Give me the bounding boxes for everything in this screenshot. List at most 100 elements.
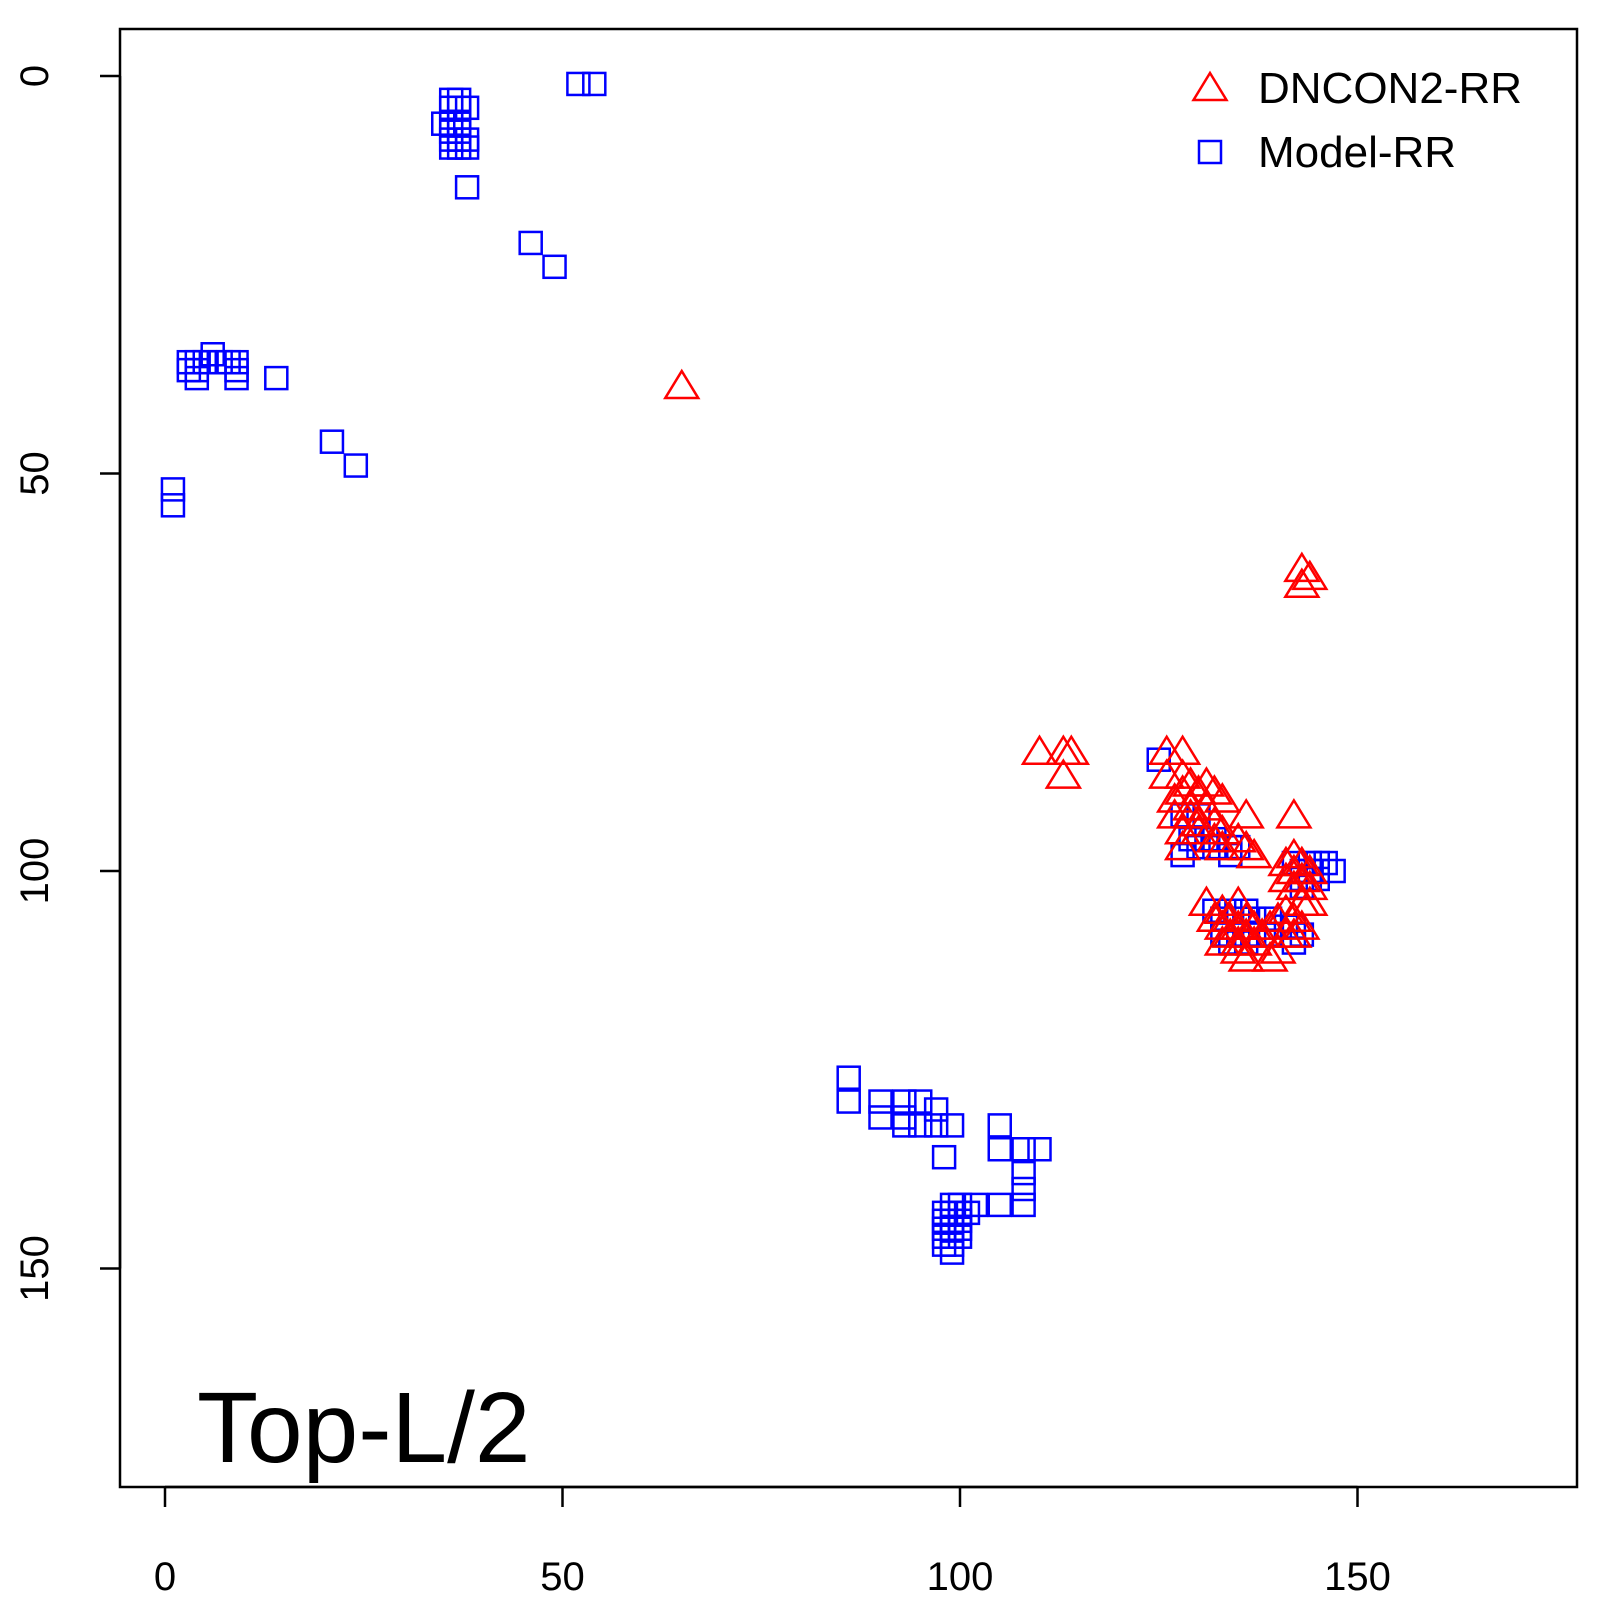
model-rr-point xyxy=(160,493,186,518)
dncon2-rr-point xyxy=(1163,829,1202,861)
dncon2-rr-point xyxy=(1267,893,1305,924)
x-tick-label: 150 xyxy=(1324,1555,1391,1599)
dncon2-rr-point xyxy=(1227,797,1265,829)
model-rr-point xyxy=(454,135,480,160)
legend-marker xyxy=(1191,70,1229,102)
dncon2-rr-point xyxy=(1203,893,1242,924)
dncon2-rr-point xyxy=(1227,829,1265,861)
model-rr-point xyxy=(987,1113,1012,1138)
legend-item: Model-RR xyxy=(1197,128,1456,177)
model-rr-point xyxy=(1011,1192,1036,1218)
legend: DNCON2-RR Model-RR xyxy=(1191,64,1522,177)
legend-label: DNCON2-RR xyxy=(1258,64,1522,113)
model-rr-point xyxy=(908,1089,933,1114)
model-rr-point xyxy=(987,1192,1012,1218)
dncon2-rr-point xyxy=(1044,758,1083,789)
model-rr-point xyxy=(1011,1137,1036,1162)
dncon2-rr-point xyxy=(1187,766,1226,797)
dncon2-rr-point xyxy=(1052,734,1091,765)
model-rr-point xyxy=(868,1089,893,1114)
model-rr-point xyxy=(454,175,480,200)
dncon2-rr-point xyxy=(1219,933,1257,964)
model-rr-point xyxy=(264,365,289,391)
dncon2-rr-point xyxy=(1179,813,1218,845)
dncon2-rr-point xyxy=(1283,861,1321,893)
legend-marker xyxy=(1197,139,1223,165)
model-rr-point xyxy=(923,1097,949,1122)
model-rr-point xyxy=(343,453,369,478)
model-rr-point xyxy=(200,342,225,367)
model-rr-point xyxy=(1011,1160,1036,1186)
dncon2-rr-point xyxy=(1163,734,1202,765)
dncon2-rr-point xyxy=(1203,829,1242,861)
model-rr-point xyxy=(892,1089,917,1114)
model-rr-point xyxy=(1011,1176,1036,1202)
dncon2-rr-point xyxy=(1283,551,1321,583)
model-rr-point xyxy=(908,1113,933,1138)
dncon2-rr-point xyxy=(1283,845,1321,877)
model-rr-point xyxy=(542,254,567,280)
dncon2-rr-point xyxy=(1251,909,1289,940)
plot-frame xyxy=(118,27,1579,1489)
model-rr-point xyxy=(963,1192,989,1218)
dncon2-rr-point xyxy=(1195,821,1234,853)
legend-item: DNCON2-RR xyxy=(1191,64,1522,113)
dncon2-rr-point xyxy=(1155,782,1194,813)
x-tick-label: 0 xyxy=(154,1555,176,1599)
model-rr-point xyxy=(892,1113,917,1138)
model-rr-point xyxy=(518,230,543,256)
dncon2-rr-point xyxy=(1291,853,1329,885)
model-rr-point xyxy=(1321,858,1346,884)
dncon2-rr-point xyxy=(1267,917,1305,948)
y-tick-label: 150 xyxy=(13,1235,57,1302)
dncon2-rr-point xyxy=(1283,567,1321,599)
dncon2-rr-point xyxy=(1020,734,1059,765)
dncon2-rr-point xyxy=(1291,885,1329,917)
model-rr-point xyxy=(582,71,607,97)
legend-label: Model-RR xyxy=(1258,128,1456,177)
model-rr-point xyxy=(923,1113,949,1138)
model-rr-point xyxy=(1027,1137,1052,1162)
model-rr-point xyxy=(566,71,591,97)
y-tick-label: 0 xyxy=(13,65,57,87)
dncon2-rr-point xyxy=(1203,782,1242,813)
model-rr-point xyxy=(836,1065,861,1090)
model-rr-point xyxy=(947,1224,973,1249)
dncon2-rr-point xyxy=(663,368,701,400)
dncon2-rr-point xyxy=(1203,813,1242,845)
dncon2-rr-point xyxy=(1195,805,1234,837)
dncon2-rr-point xyxy=(1259,933,1297,964)
dncon2-rr-point xyxy=(1243,917,1281,948)
dncon2-rr-point xyxy=(1163,758,1202,789)
model-rr-point xyxy=(224,365,249,391)
y-tick-label: 100 xyxy=(13,838,57,905)
y-tick-label: 50 xyxy=(13,451,57,496)
model-rr-point xyxy=(939,1113,965,1138)
model-rr-point xyxy=(955,1200,981,1226)
model-rr-point xyxy=(931,1144,957,1170)
x-tick-label: 50 xyxy=(540,1555,585,1599)
annotation-label: Top-L/2 xyxy=(197,1372,531,1484)
dncon2-rr-point xyxy=(1251,941,1289,972)
data-points xyxy=(160,71,1346,1265)
dncon2-rr-point xyxy=(1235,837,1273,869)
dncon2-rr-point xyxy=(1283,909,1321,940)
series-dncon2-rr xyxy=(663,368,1329,972)
model-rr-point xyxy=(868,1105,893,1130)
model-rr-point xyxy=(454,95,480,121)
dncon2-rr-point xyxy=(1275,797,1313,829)
dncon2-rr-point xyxy=(1219,821,1257,853)
dncon2-rr-point xyxy=(1275,837,1313,869)
model-rr-point xyxy=(836,1089,861,1114)
model-rr-point xyxy=(987,1137,1012,1162)
dncon2-rr-point xyxy=(1291,559,1329,591)
dncon2-rr-point xyxy=(1227,941,1265,972)
x-tick-label: 100 xyxy=(927,1555,994,1599)
model-rr-point xyxy=(192,349,217,375)
model-rr-point xyxy=(184,365,210,391)
dncon2-rr-point xyxy=(1227,901,1265,932)
model-rr-point xyxy=(160,477,186,502)
model-rr-point xyxy=(319,429,345,454)
